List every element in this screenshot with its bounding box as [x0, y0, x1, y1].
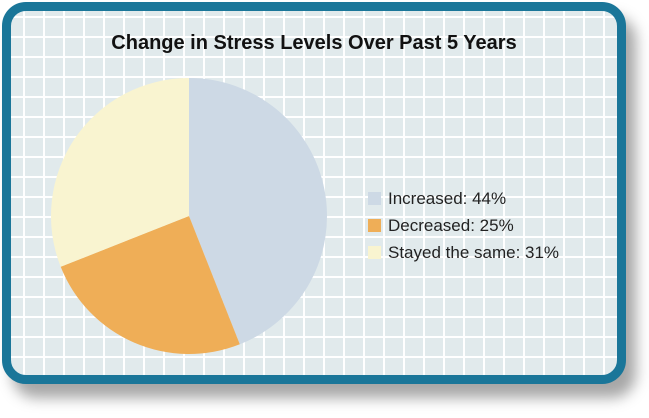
legend-swatch-decreased	[368, 219, 381, 232]
legend: Increased: 44% Decreased: 25% Stayed the…	[368, 185, 559, 266]
legend-swatch-same	[368, 246, 381, 259]
chart-title: Change in Stress Levels Over Past 5 Year…	[111, 32, 517, 54]
legend-swatch-increased	[368, 192, 381, 205]
legend-item-same: Stayed the same: 31%	[368, 239, 559, 266]
pie-chart	[50, 78, 327, 354]
legend-item-decreased: Decreased: 25%	[368, 212, 559, 239]
legend-item-increased: Increased: 44%	[368, 185, 559, 212]
chart-frame: Change in Stress Levels Over Past 5 Year…	[2, 2, 626, 384]
pie-slice-same	[50, 78, 190, 267]
pie-slice-increased	[189, 78, 327, 345]
pie-slice-decreased	[60, 216, 240, 354]
